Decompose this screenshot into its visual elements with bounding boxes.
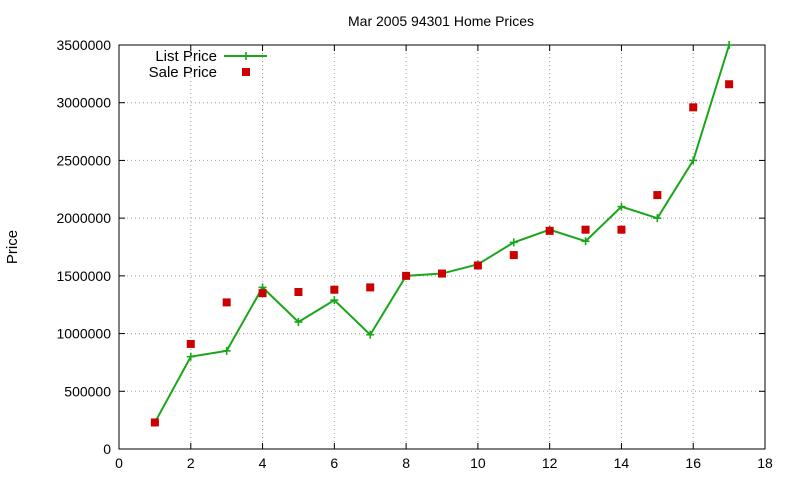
x-tick-label: 4 (259, 455, 267, 471)
data-point (473, 261, 482, 270)
x-tick-label: 8 (402, 455, 410, 471)
y-tick-label: 1500000 (56, 268, 111, 284)
data-point (545, 226, 554, 235)
data-point (617, 225, 626, 234)
y-axis-label: Price (4, 230, 21, 264)
data-point (509, 251, 518, 260)
y-tick-label: 3000000 (56, 95, 111, 111)
y-tick-label: 1000000 (56, 326, 111, 342)
legend-marker-list-price (242, 52, 250, 60)
series-0 (150, 41, 734, 427)
data-point (653, 191, 662, 200)
data-point (366, 283, 375, 292)
legend: List Price Sale Price (149, 48, 267, 81)
data-point (725, 41, 734, 49)
data-point (581, 225, 590, 234)
data-point (366, 330, 375, 339)
legend-swatches (224, 52, 267, 76)
x-tick-label: 0 (115, 455, 123, 471)
data-point (653, 214, 662, 223)
grid (119, 45, 765, 449)
x-tick-label: 12 (542, 455, 558, 471)
legend-label-list-price: List Price (155, 48, 217, 65)
y-tick-label: 2500000 (56, 152, 111, 168)
data-point (258, 289, 267, 298)
data-point (330, 296, 339, 305)
data-point (294, 318, 303, 327)
data-point (186, 339, 195, 348)
chart-title: Mar 2005 94301 Home Prices (348, 13, 534, 29)
data-point (617, 202, 626, 211)
x-tick-label: 14 (614, 455, 630, 471)
data-point (438, 269, 446, 278)
x-tick-label: 18 (757, 455, 773, 471)
x-tick-label: 16 (685, 455, 701, 471)
data-point (222, 346, 231, 355)
x-tick-label: 10 (470, 455, 486, 471)
series-layer (150, 41, 734, 427)
data-point (581, 237, 590, 246)
data-point (509, 238, 518, 247)
series-1 (150, 80, 734, 427)
y-tick-label: 2000000 (56, 210, 111, 226)
y-tick-label: 500000 (64, 383, 111, 399)
data-point (150, 418, 159, 427)
data-point (689, 156, 698, 165)
legend-label-sale-price: Sale Price (149, 64, 217, 81)
legend-marker-sale-price (242, 68, 250, 76)
data-point (222, 298, 231, 307)
x-tick-label: 2 (187, 455, 195, 471)
data-point (330, 285, 339, 294)
axis-ticks: 0 2 4 6 8 10 12 14 16 18 0 500000 1000000 1500000 2000… (56, 37, 773, 471)
x-tick-label: 6 (330, 455, 338, 471)
data-point (402, 271, 411, 280)
data-point (294, 288, 303, 297)
series-line (154, 44, 731, 423)
data-point (186, 352, 195, 361)
y-tick-label: 3500000 (56, 37, 111, 53)
y-tick-label: 0 (103, 441, 111, 457)
plot-frame (118, 44, 766, 450)
data-point (725, 80, 734, 89)
data-point (689, 103, 698, 112)
